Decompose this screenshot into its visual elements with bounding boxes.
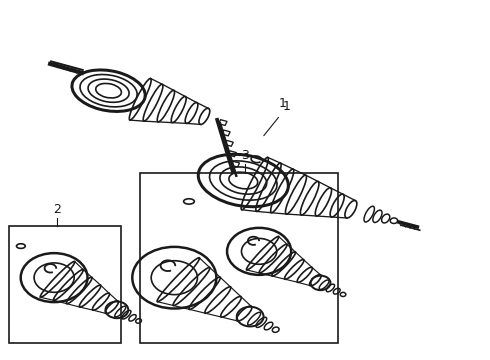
Text: 1: 1 (264, 100, 291, 136)
Bar (140, 173, 338, 342)
Bar (231, 161, 240, 167)
Bar (222, 130, 230, 136)
Text: 1: 1 (279, 96, 287, 110)
Text: 2: 2 (53, 203, 61, 216)
Bar (219, 120, 227, 125)
Bar (225, 140, 233, 146)
Bar (9, 226, 121, 342)
Bar (228, 151, 237, 157)
Text: 3: 3 (241, 149, 249, 162)
